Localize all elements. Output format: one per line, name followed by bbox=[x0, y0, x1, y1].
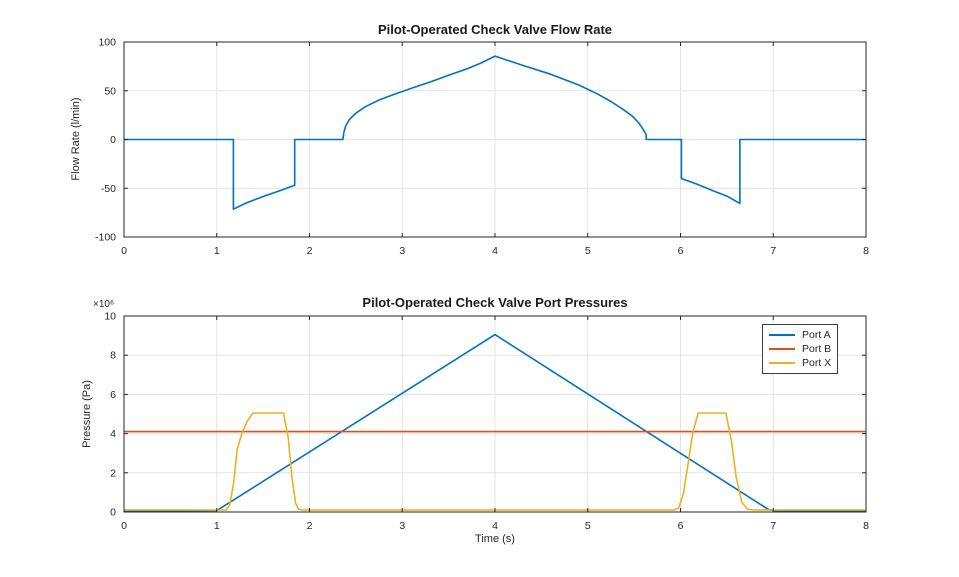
svg-text:6: 6 bbox=[110, 389, 116, 401]
svg-text:2: 2 bbox=[307, 245, 313, 257]
port-pressures-chart-title: Pilot-Operated Check Valve Port Pressure… bbox=[362, 295, 628, 310]
svg-text:7: 7 bbox=[770, 245, 776, 257]
legend-label-port-a: Port A bbox=[802, 329, 831, 341]
svg-text:0: 0 bbox=[110, 134, 116, 146]
svg-text:7: 7 bbox=[770, 520, 776, 532]
svg-text:-100: -100 bbox=[95, 232, 116, 244]
svg-text:0: 0 bbox=[110, 507, 116, 519]
svg-text:8: 8 bbox=[110, 350, 116, 362]
port-b-line-swatch bbox=[769, 348, 795, 350]
svg-text:6: 6 bbox=[678, 520, 684, 532]
svg-text:3: 3 bbox=[399, 245, 405, 257]
svg-text:8: 8 bbox=[863, 520, 869, 532]
flow-rate-chart-title: Pilot-Operated Check Valve Flow Rate bbox=[377, 22, 613, 37]
svg-text:4: 4 bbox=[492, 520, 498, 532]
legend-item-port-x: Port X bbox=[769, 356, 831, 370]
port-pressures-plot-area: 0 1 2 3 4 5 6 7 8 0 2 4 6 8 10 bbox=[104, 311, 869, 533]
port-x-line-swatch bbox=[769, 362, 795, 364]
legend-item-port-a: Port A bbox=[769, 328, 831, 342]
port-a-line-swatch bbox=[769, 334, 795, 336]
svg-text:-50: -50 bbox=[101, 183, 116, 195]
time-x-axis-label: Time (s) bbox=[475, 533, 515, 545]
svg-text:5: 5 bbox=[585, 520, 591, 532]
svg-text:3: 3 bbox=[399, 520, 405, 532]
svg-text:50: 50 bbox=[104, 85, 116, 97]
svg-text:10: 10 bbox=[104, 311, 116, 323]
svg-text:2: 2 bbox=[110, 467, 116, 479]
legend-label-port-x: Port X bbox=[802, 357, 832, 369]
svg-text:2: 2 bbox=[307, 520, 313, 532]
svg-text:8: 8 bbox=[863, 245, 869, 257]
svg-text:4: 4 bbox=[492, 245, 498, 257]
svg-text:0: 0 bbox=[121, 520, 127, 532]
legend: Port A Port B Port X bbox=[762, 324, 839, 374]
svg-text:1: 1 bbox=[214, 520, 220, 532]
y-axis-exponent-label: ×10⁶ bbox=[93, 299, 115, 310]
flow-rate-plot-area: 0 1 2 3 4 5 6 7 8 -100 -50 0 50 100 bbox=[95, 37, 869, 258]
legend-item-port-b: Port B bbox=[769, 342, 831, 356]
svg-text:100: 100 bbox=[98, 37, 116, 49]
svg-text:4: 4 bbox=[110, 428, 116, 440]
legend-label-port-b: Port B bbox=[802, 343, 832, 355]
svg-text:0: 0 bbox=[121, 245, 127, 257]
svg-text:1: 1 bbox=[214, 245, 220, 257]
svg-text:6: 6 bbox=[678, 245, 684, 257]
svg-text:5: 5 bbox=[585, 245, 591, 257]
